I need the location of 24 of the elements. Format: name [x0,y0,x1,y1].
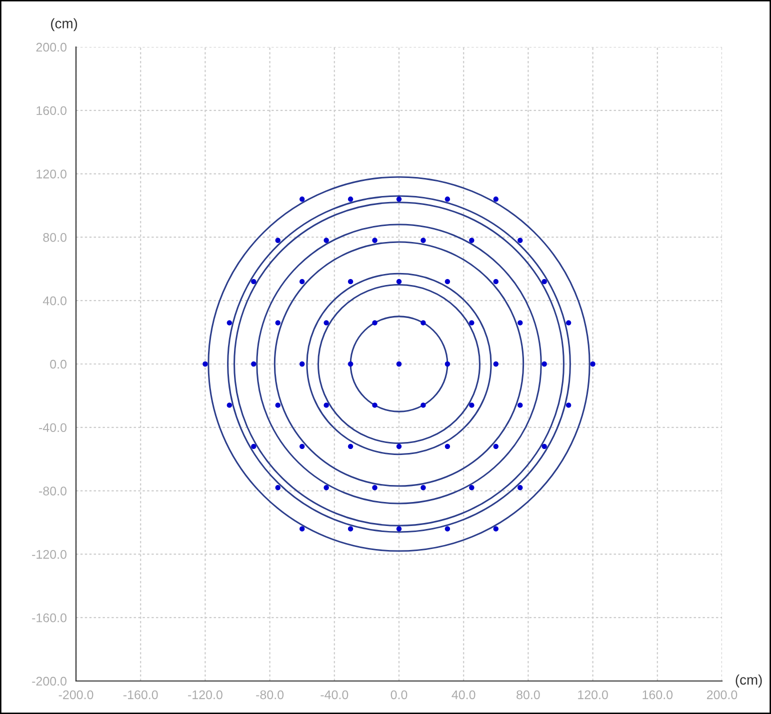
y-tick-label: 160.0 [36,106,66,116]
x-tick-label: 160.0 [642,690,673,700]
y-tick-label: 80.0 [43,233,66,242]
y-tick-label: -120.0 [32,550,66,559]
x-axis-title: (cm) [736,674,762,688]
y-tick-label: -200.0 [32,676,66,686]
x-tick-label: -80.0 [256,690,284,700]
y-tick-label: -160.0 [32,613,66,622]
x-tick-label: 200.0 [706,690,738,700]
y-axis-title: (cm) [51,18,78,32]
x-tick-label: 80.0 [516,690,540,700]
x-tick-label: -40.0 [320,690,348,700]
x-tick-label: 120.0 [578,690,608,700]
x-tick-label: 0.0 [390,690,408,700]
y-tick-label: 0.0 [50,360,66,369]
x-tick-label: -160.0 [123,690,158,700]
x-tick-label: -120.0 [188,690,222,700]
y-tick-label: 40.0 [42,296,66,306]
y-tick-label: -40.0 [39,423,66,432]
y-tick-label: 120.0 [36,170,66,178]
x-tick-label: 40.0 [452,690,476,700]
x-tick-label: -200.0 [58,690,94,700]
y-tick-label: 200.0 [36,42,66,52]
y-tick-label: -80.0 [39,486,66,496]
